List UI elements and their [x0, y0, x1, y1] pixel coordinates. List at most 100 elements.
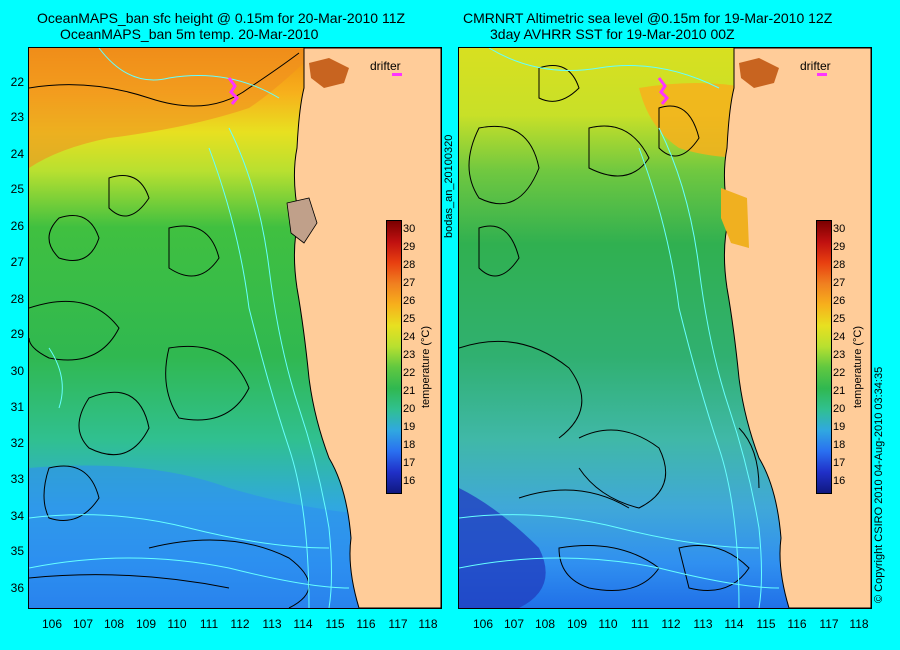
right-cbar-tick: 22: [833, 367, 846, 379]
left-title-line1: OceanMAPS_ban sfc height @ 0.15m for 20-…: [37, 10, 406, 26]
lat-label: 23: [10, 110, 24, 124]
left-cbar-tick: 20: [403, 403, 416, 415]
left-drifter-label: drifter: [370, 59, 401, 73]
right-cyan-contours: [459, 48, 780, 608]
left-island: [286, 197, 318, 244]
right-cbar-tick: 26: [833, 295, 846, 307]
right-cbar-tick: 18: [833, 439, 846, 451]
lon-label: 116: [356, 617, 376, 631]
right-drifter-label: drifter: [800, 59, 831, 73]
lat-label: 25: [10, 182, 24, 196]
lon-label: 109: [566, 617, 588, 631]
lon-label: 113: [262, 617, 282, 631]
left-colorbar: [386, 220, 402, 494]
lat-label: 35: [10, 544, 24, 558]
lon-label: 118: [849, 617, 869, 631]
lon-label: 106: [472, 617, 494, 631]
right-coast-warm: [721, 188, 749, 248]
left-map: [28, 47, 442, 609]
right-black-contours: [459, 65, 760, 591]
left-cbar-tick: 27: [403, 277, 416, 289]
right-drifter-track: [657, 77, 670, 105]
lat-label: 33: [10, 472, 24, 486]
left-cbar-tick: 28: [403, 259, 416, 271]
left-cbar-tick: 17: [403, 457, 416, 469]
right-map: [458, 47, 872, 609]
lat-label: 36: [10, 581, 24, 595]
left-cbar-tick: 30: [403, 223, 416, 235]
right-warm-patch: [639, 83, 749, 158]
lon-label: 109: [135, 617, 157, 631]
lon-label: 110: [167, 617, 187, 631]
left-title-line2: OceanMAPS_ban 5m temp. 20-Mar-2010: [60, 26, 319, 42]
lon-label: 115: [756, 617, 776, 631]
right-coast-dark: [739, 58, 779, 88]
right-cbar-tick: 27: [833, 277, 846, 289]
left-colorbar-label: temperature (°C): [420, 325, 432, 408]
right-cbar-tick: 19: [833, 421, 846, 433]
left-cbar-tick: 26: [403, 295, 416, 307]
right-drifter-icon: [817, 73, 827, 76]
lon-label: 114: [293, 617, 313, 631]
left-drifter-track: [227, 77, 240, 105]
right-title-line1: CMRNRT Altimetric sea level @0.15m for 1…: [463, 10, 833, 26]
right-cbar-tick: 16: [833, 475, 846, 487]
lat-label: 28: [10, 292, 24, 306]
lat-label: 26: [10, 219, 24, 233]
lon-label: 108: [103, 617, 125, 631]
lon-label: 118: [418, 617, 438, 631]
right-cbar-tick: 30: [833, 223, 846, 235]
lon-label: 114: [724, 617, 744, 631]
lon-label: 107: [72, 617, 94, 631]
lon-label: 108: [534, 617, 556, 631]
left-warm-patch: [29, 48, 319, 168]
right-cbar-tick: 21: [833, 385, 846, 397]
right-cbar-tick: 24: [833, 331, 846, 343]
right-cbar-tick: 17: [833, 457, 846, 469]
lat-label: 29: [10, 327, 24, 341]
left-drifter-icon: [392, 73, 402, 76]
lon-label: 111: [630, 617, 650, 631]
left-cbar-tick: 21: [403, 385, 416, 397]
lat-label: 27: [10, 255, 24, 269]
left-coast-dark: [309, 58, 349, 88]
left-cbar-tick: 24: [403, 331, 416, 343]
left-cbar-tick: 25: [403, 313, 416, 325]
copyright-label: © Copyright CSIRO 2010 04-Aug-2010 03:34…: [873, 366, 885, 603]
right-colorbar: [816, 220, 832, 494]
lon-label: 112: [661, 617, 681, 631]
run-id-label: bodas_an_20100320: [443, 134, 455, 238]
right-title-line2: 3day AVHRR SST for 19-Mar-2010 00Z: [490, 26, 735, 42]
lat-label: 24: [10, 147, 24, 161]
left-land: [293, 48, 441, 608]
left-cbar-tick: 18: [403, 439, 416, 451]
right-cold-patch: [459, 488, 546, 608]
left-cold-water-band: [29, 465, 441, 608]
lon-label: 113: [693, 617, 713, 631]
right-land: [723, 48, 871, 608]
right-cbar-tick: 23: [833, 349, 846, 361]
left-cbar-tick: 16: [403, 475, 416, 487]
lat-label: 30: [10, 364, 24, 378]
left-cbar-tick: 23: [403, 349, 416, 361]
left-cbar-tick: 22: [403, 367, 416, 379]
left-cbar-tick: 19: [403, 421, 416, 433]
lon-label: 112: [230, 617, 250, 631]
lon-label: 117: [819, 617, 839, 631]
lat-label: 32: [10, 436, 24, 450]
lon-label: 116: [787, 617, 807, 631]
lat-label: 34: [10, 509, 24, 523]
lon-label: 110: [598, 617, 618, 631]
left-cbar-tick: 29: [403, 241, 416, 253]
lon-label: 115: [325, 617, 345, 631]
left-cyan-contours: [29, 48, 350, 608]
lat-label: 22: [10, 75, 24, 89]
lon-label: 106: [41, 617, 63, 631]
right-cbar-tick: 29: [833, 241, 846, 253]
lon-label: 111: [199, 617, 219, 631]
right-cbar-tick: 28: [833, 259, 846, 271]
right-cbar-tick: 25: [833, 313, 846, 325]
lon-label: 107: [503, 617, 525, 631]
lat-label: 31: [10, 400, 24, 414]
right-cbar-tick: 20: [833, 403, 846, 415]
